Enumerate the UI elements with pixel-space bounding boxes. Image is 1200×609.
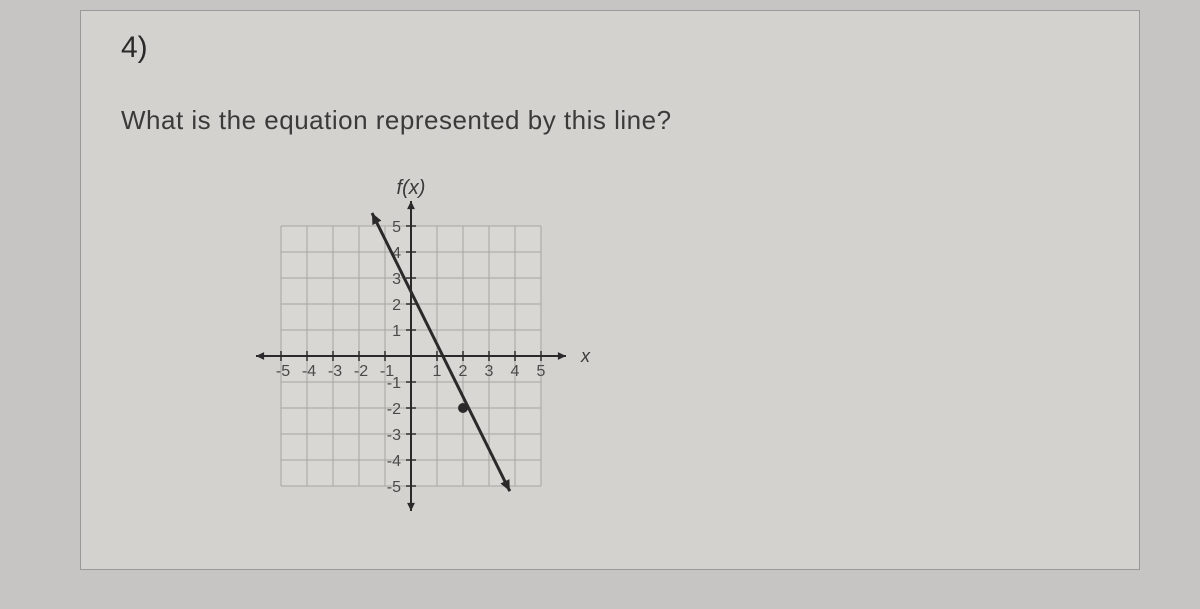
svg-text:-2: -2	[354, 363, 368, 380]
svg-text:2: 2	[392, 297, 401, 314]
svg-text:4: 4	[511, 363, 520, 380]
svg-text:1: 1	[392, 323, 401, 340]
svg-text:1: 1	[433, 363, 442, 380]
svg-text:-2: -2	[387, 401, 401, 418]
svg-text:5: 5	[537, 363, 546, 380]
svg-text:2: 2	[459, 363, 468, 380]
svg-text:-4: -4	[387, 453, 401, 470]
problem-number: 4)	[121, 31, 1099, 65]
svg-text:3: 3	[485, 363, 494, 380]
svg-text:x: x	[580, 346, 591, 366]
svg-text:3: 3	[392, 271, 401, 288]
coordinate-graph: -5-4-3-2-112345-5-4-3-2-112345f(x)x	[201, 166, 621, 546]
svg-text:-4: -4	[302, 363, 316, 380]
svg-text:-5: -5	[276, 363, 290, 380]
svg-text:-3: -3	[328, 363, 342, 380]
question-text: What is the equation represented by this…	[121, 105, 1099, 136]
graph-svg: -5-4-3-2-112345-5-4-3-2-112345f(x)x	[201, 166, 621, 546]
content-panel: 4) What is the equation represented by t…	[80, 10, 1140, 570]
svg-text:f(x): f(x)	[397, 177, 426, 199]
svg-text:-5: -5	[387, 479, 401, 496]
svg-text:5: 5	[392, 219, 401, 236]
svg-text:-1: -1	[387, 375, 401, 392]
page-background: 4) What is the equation represented by t…	[0, 0, 1200, 609]
svg-text:-3: -3	[387, 427, 401, 444]
